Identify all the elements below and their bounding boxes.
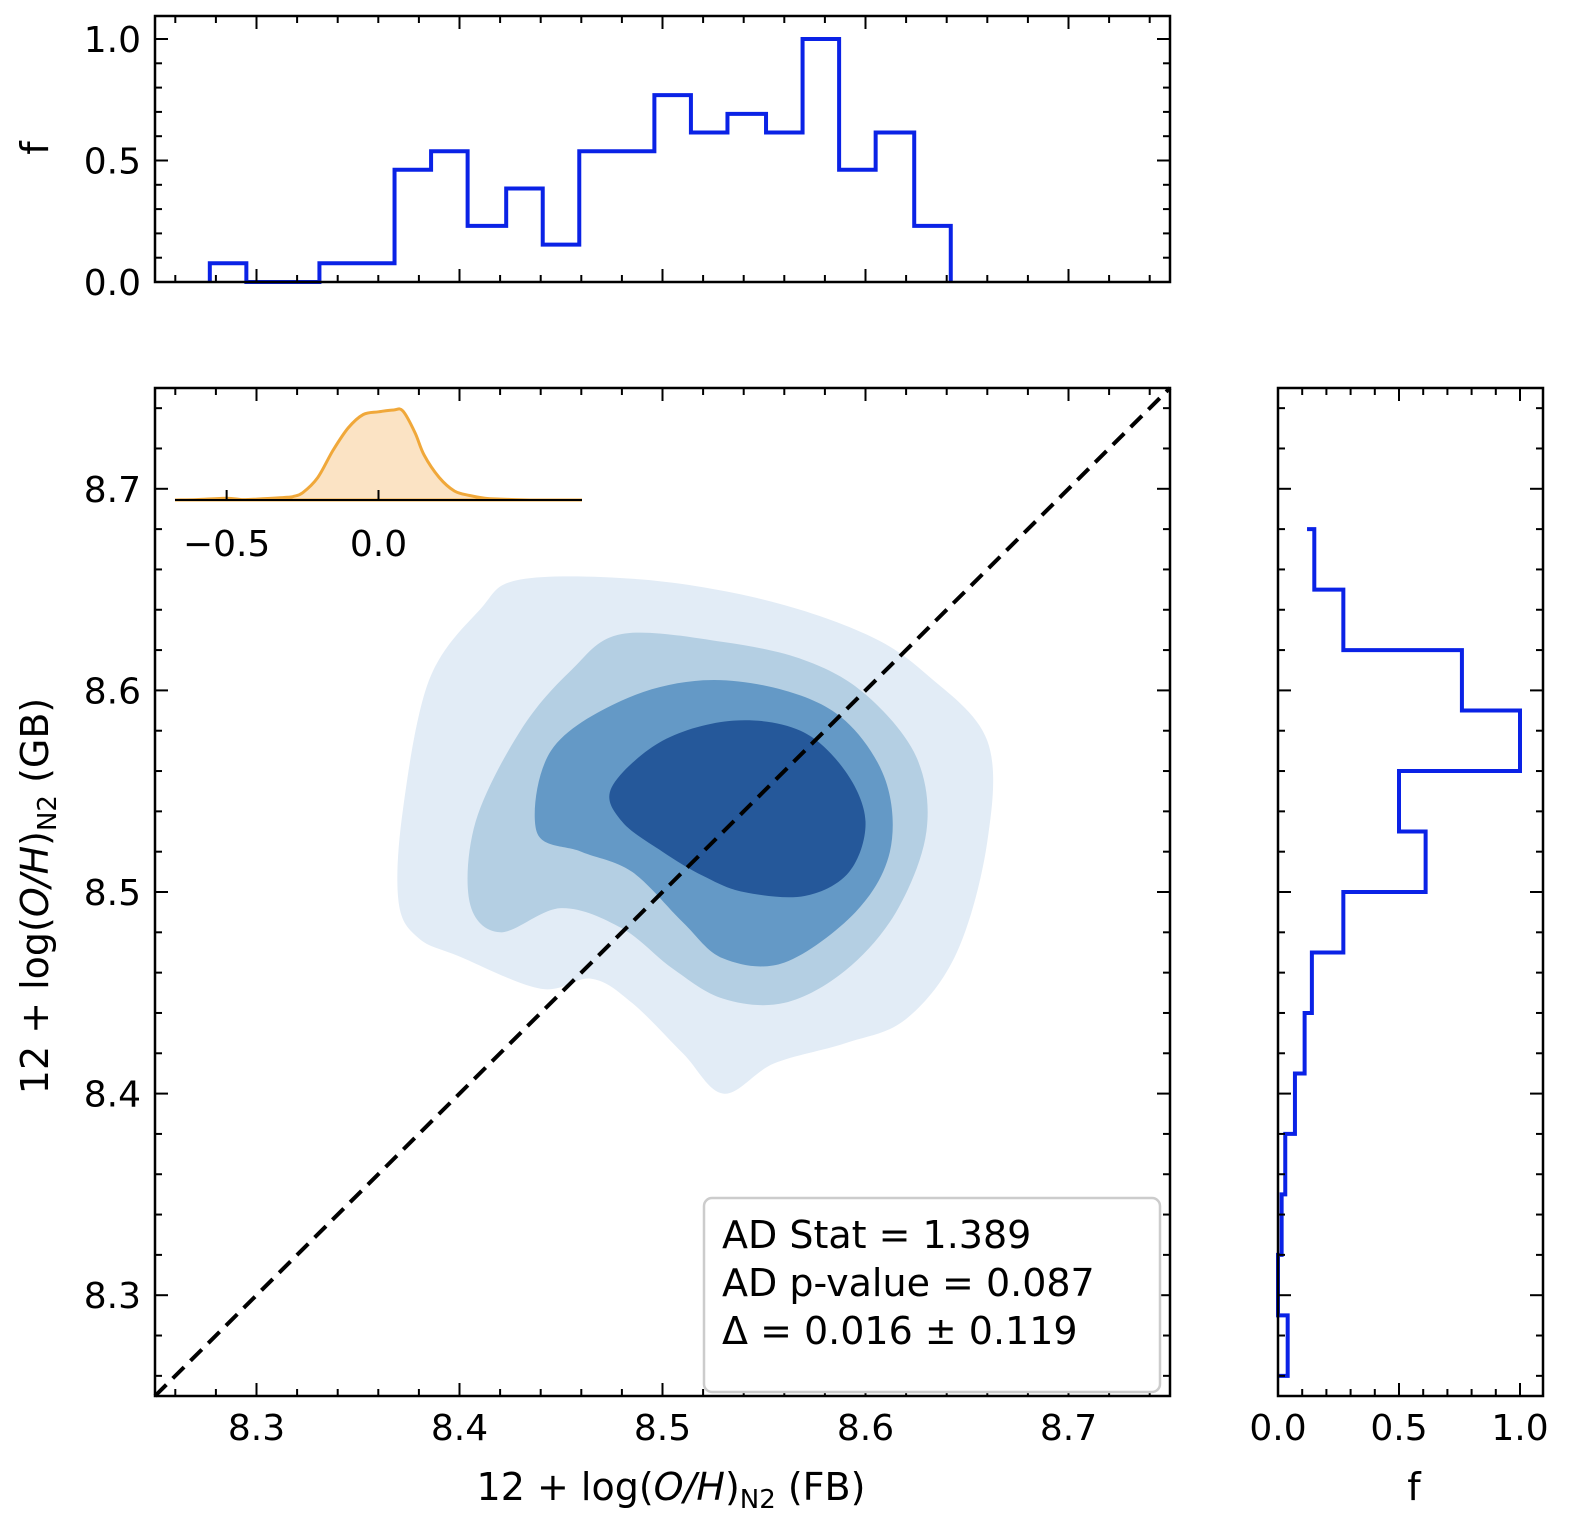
top-histogram-y-label: f [13, 140, 57, 155]
inset-kde: −0.5 0.0 [174, 407, 582, 565]
ad-stat-text: AD Stat = 1.389 [722, 1213, 1031, 1257]
main-x-axis-label: 12 + log(O/H)N2 (FB) [477, 1465, 866, 1515]
ad-pvalue-text: AD p-value = 0.087 [722, 1261, 1095, 1305]
right-histogram-ticks: 0.0 0.5 1.0 [1249, 388, 1549, 1449]
top-y-tick-label: 0.5 [84, 142, 141, 183]
kde-contour-level-4 [609, 720, 866, 898]
kde-contours [397, 576, 994, 1094]
inset-kde-area [174, 407, 582, 502]
right-x-tick-label: 1.0 [1491, 1408, 1548, 1449]
main-x-tick-label: 8.7 [1040, 1408, 1097, 1449]
inset-tick-label: −0.5 [183, 524, 270, 565]
main-y-tick-label: 8.4 [84, 1075, 141, 1116]
right-histogram-steps [1276, 527, 1522, 1378]
main-x-tick-label: 8.4 [431, 1408, 488, 1449]
right-histogram-panel: 0.0 0.5 1.0 f [1249, 386, 1549, 1509]
top-histogram-panel: 0.0 0.5 1.0 f [13, 14, 1172, 304]
main-y-tick-label: 8.5 [84, 873, 141, 914]
delta-text: Δ = 0.016 ± 0.119 [722, 1309, 1078, 1353]
main-y-tick-label: 8.7 [84, 470, 141, 511]
top-histogram-ticks: 0.0 0.5 1.0 [84, 16, 1170, 304]
right-x-tick-label: 0.0 [1249, 1408, 1306, 1449]
right-x-tick-label: 0.5 [1370, 1408, 1427, 1449]
main-x-tick-label: 8.6 [837, 1408, 894, 1449]
top-histogram-steps [207, 37, 953, 284]
stats-box-frame [702, 1196, 1162, 1394]
main-panel: 8.3 8.4 8.5 8.6 8.7 8.3 8.4 8.5 8.6 8.7 −0.5 0.0 A… [13, 386, 1172, 1515]
main-y-tick-label: 8.6 [84, 671, 141, 712]
main-x-tick-label: 8.5 [634, 1408, 691, 1449]
main-y-tick-label: 8.3 [84, 1276, 141, 1317]
inset-tick-label: 0.0 [350, 524, 407, 565]
one-to-one-line [153, 386, 1172, 1398]
right-histogram-x-label: f [1407, 1465, 1422, 1509]
inset-ticks: −0.5 0.0 [183, 490, 407, 565]
stats-box: AD Stat = 1.389 AD p-value = 0.087 Δ = 0… [702, 1196, 1162, 1394]
main-y-axis-label: 12 + log(O/H)N2 (GB) [13, 698, 63, 1094]
top-y-tick-label: 1.0 [84, 20, 141, 61]
main-ticks: 8.3 8.4 8.5 8.6 8.7 8.3 8.4 8.5 8.6 8.7 [84, 388, 1170, 1449]
top-histogram-frame [153, 14, 1172, 284]
top-y-tick-label: 0.0 [84, 263, 141, 304]
main-x-tick-label: 8.3 [228, 1408, 285, 1449]
